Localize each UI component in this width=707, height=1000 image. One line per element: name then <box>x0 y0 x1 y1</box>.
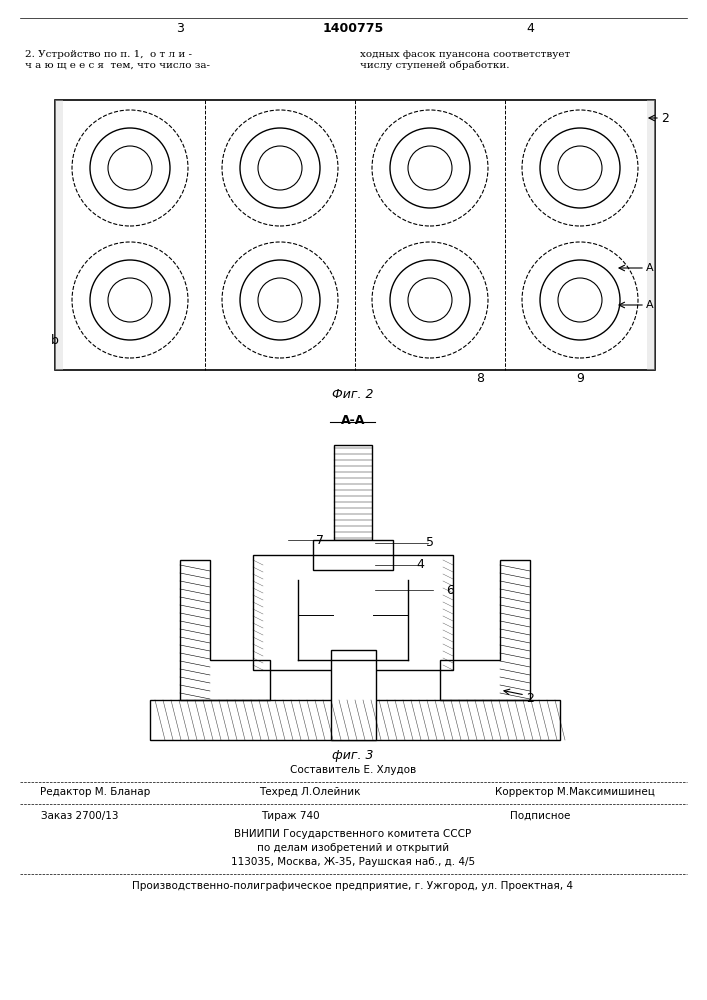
Text: по делам изобретений и открытий: по делам изобретений и открытий <box>257 843 449 853</box>
Text: 3: 3 <box>176 21 184 34</box>
Circle shape <box>540 128 620 208</box>
Bar <box>150 700 560 740</box>
Text: Производственно-полиграфическое предприятие, г. Ужгород, ул. Проектная, 4: Производственно-полиграфическое предприя… <box>132 881 573 891</box>
Bar <box>647 100 655 370</box>
Text: Фиг. 2: Фиг. 2 <box>332 388 374 401</box>
Text: Подписное: Подписное <box>510 811 570 821</box>
Circle shape <box>90 128 170 208</box>
Circle shape <box>408 278 452 322</box>
Bar <box>313 540 393 570</box>
Text: A: A <box>646 300 654 310</box>
Circle shape <box>90 260 170 340</box>
Text: 6: 6 <box>446 584 454 596</box>
Text: 113035, Москва, Ж-35, Раушская наб., д. 4/5: 113035, Москва, Ж-35, Раушская наб., д. … <box>231 857 475 867</box>
Circle shape <box>240 128 320 208</box>
Text: 7: 7 <box>316 534 324 546</box>
Circle shape <box>390 260 470 340</box>
Text: 2: 2 <box>661 111 669 124</box>
Circle shape <box>408 146 452 190</box>
Text: 4: 4 <box>416 558 424 572</box>
Text: ВНИИПИ Государственного комитета СССР: ВНИИПИ Государственного комитета СССР <box>235 829 472 839</box>
Bar <box>331 650 376 740</box>
Text: 8: 8 <box>476 371 484 384</box>
Text: 2. Устройство по п. 1,  о т л и -
ч а ю щ е е с я  тем, что число за-: 2. Устройство по п. 1, о т л и - ч а ю щ… <box>25 50 210 69</box>
Text: 9: 9 <box>576 371 584 384</box>
Text: фиг. 3: фиг. 3 <box>332 748 374 762</box>
Bar <box>55 100 655 370</box>
Text: Корректор М.Максимишинец: Корректор М.Максимишинец <box>495 787 655 797</box>
Circle shape <box>240 260 320 340</box>
Text: Заказ 2700/13: Заказ 2700/13 <box>41 811 119 821</box>
Text: Тираж 740: Тираж 740 <box>261 811 320 821</box>
Circle shape <box>390 128 470 208</box>
Circle shape <box>540 260 620 340</box>
Circle shape <box>108 146 152 190</box>
Bar <box>334 445 372 540</box>
Text: 5: 5 <box>426 536 434 550</box>
Text: A: A <box>646 263 654 273</box>
Text: 1400775: 1400775 <box>322 21 384 34</box>
Bar <box>253 555 453 670</box>
Circle shape <box>258 278 302 322</box>
Text: Редактор М. Бланар: Редактор М. Бланар <box>40 787 150 797</box>
Text: Составитель Е. Хлудов: Составитель Е. Хлудов <box>290 765 416 775</box>
Text: b: b <box>51 334 59 347</box>
Circle shape <box>558 146 602 190</box>
Text: 2: 2 <box>526 692 534 704</box>
Bar <box>55 100 63 370</box>
Text: А-А: А-А <box>341 414 366 426</box>
Circle shape <box>108 278 152 322</box>
Text: 4: 4 <box>526 21 534 34</box>
Text: Техред Л.Олейник: Техред Л.Олейник <box>259 787 361 797</box>
Circle shape <box>258 146 302 190</box>
Text: ходных фасок пуансона соответствует
числу ступеней обработки.: ходных фасок пуансона соответствует числ… <box>360 50 571 70</box>
Circle shape <box>558 278 602 322</box>
